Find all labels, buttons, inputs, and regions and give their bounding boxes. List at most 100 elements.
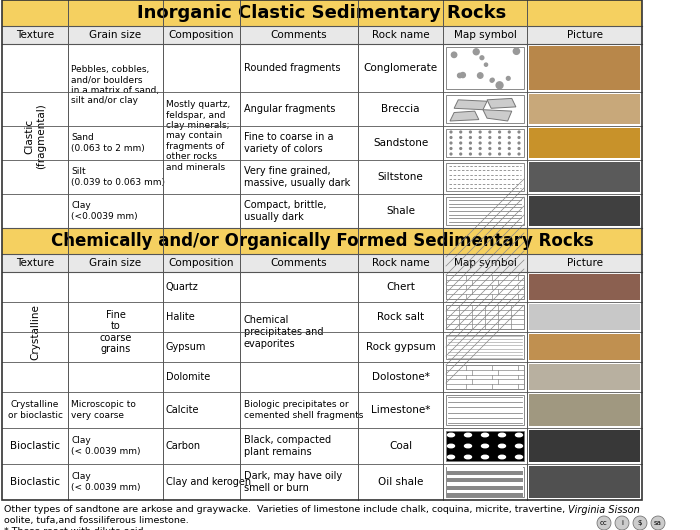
Bar xyxy=(443,392,527,428)
Bar xyxy=(443,272,527,302)
Circle shape xyxy=(491,78,494,82)
Circle shape xyxy=(470,131,471,133)
Text: Very fine grained,
massive, usually dark: Very fine grained, massive, usually dark xyxy=(244,166,350,188)
Text: Breccia: Breccia xyxy=(382,104,420,114)
Text: Pebbles, cobbles,
and/or boulders
in a matrix of sand,
silt and/or clay: Pebbles, cobbles, and/or boulders in a m… xyxy=(71,65,159,105)
Bar xyxy=(2,428,68,464)
Bar xyxy=(527,302,642,332)
Circle shape xyxy=(480,147,481,149)
Text: $: $ xyxy=(638,520,643,526)
Circle shape xyxy=(508,131,510,133)
Text: Other types of sandtone are arkose and graywacke.  Varieties of limestone includ: Other types of sandtone are arkose and g… xyxy=(4,505,565,514)
Circle shape xyxy=(470,153,471,155)
Circle shape xyxy=(480,142,481,144)
Circle shape xyxy=(460,142,461,144)
Bar xyxy=(68,44,163,92)
Bar xyxy=(163,272,240,302)
Circle shape xyxy=(508,153,510,155)
Bar xyxy=(163,92,240,126)
Text: Chemical
precipitates and
evaporites: Chemical precipitates and evaporites xyxy=(244,315,323,349)
Text: Coal: Coal xyxy=(389,441,412,451)
Circle shape xyxy=(489,137,491,138)
Bar xyxy=(68,194,163,228)
Bar xyxy=(447,486,523,490)
Text: Black, compacted
plant remains: Black, compacted plant remains xyxy=(244,435,331,457)
Bar xyxy=(446,275,524,299)
Text: Picture: Picture xyxy=(566,30,603,40)
Bar xyxy=(443,26,527,44)
Ellipse shape xyxy=(447,444,454,448)
Text: Rock name: Rock name xyxy=(372,30,429,40)
Bar xyxy=(2,0,642,26)
Bar xyxy=(447,482,523,486)
Ellipse shape xyxy=(482,455,489,459)
Bar xyxy=(240,332,358,362)
Bar xyxy=(527,194,642,228)
Text: Clay
(< 0.0039 mm): Clay (< 0.0039 mm) xyxy=(71,472,141,492)
Text: Bioclastic: Bioclastic xyxy=(10,441,60,451)
Bar xyxy=(358,160,443,194)
Bar xyxy=(163,254,240,272)
Text: sa: sa xyxy=(654,520,662,526)
Bar xyxy=(2,126,68,160)
Bar xyxy=(527,160,642,194)
Bar xyxy=(2,92,68,126)
Circle shape xyxy=(518,142,520,144)
Ellipse shape xyxy=(498,455,505,459)
Circle shape xyxy=(498,147,500,149)
Text: Halite: Halite xyxy=(166,312,195,322)
Text: Biologic precipitates or
cemented shell fragments: Biologic precipitates or cemented shell … xyxy=(244,400,363,420)
Text: cc: cc xyxy=(600,520,608,526)
Circle shape xyxy=(498,153,500,155)
Bar xyxy=(68,428,163,464)
Circle shape xyxy=(489,153,491,155)
Text: Crystalline
or bioclastic: Crystalline or bioclastic xyxy=(8,400,62,420)
Circle shape xyxy=(508,137,510,138)
Circle shape xyxy=(490,78,493,82)
Ellipse shape xyxy=(482,433,489,437)
Bar xyxy=(240,392,358,428)
Bar xyxy=(358,464,443,500)
Bar xyxy=(443,362,527,392)
Text: Rock salt: Rock salt xyxy=(377,312,424,322)
Bar xyxy=(240,44,358,92)
Bar xyxy=(163,362,240,392)
Circle shape xyxy=(450,142,452,144)
Bar xyxy=(443,194,527,228)
Text: Virginia Sisson: Virginia Sisson xyxy=(568,505,640,515)
Text: Composition: Composition xyxy=(169,30,234,40)
Circle shape xyxy=(513,48,519,55)
Text: Siltstone: Siltstone xyxy=(377,172,424,182)
Circle shape xyxy=(460,131,461,133)
Bar xyxy=(529,46,640,90)
Bar xyxy=(2,362,68,392)
Text: Clay
(< 0.0039 mm): Clay (< 0.0039 mm) xyxy=(71,436,141,456)
Text: Composition: Composition xyxy=(169,258,234,268)
Circle shape xyxy=(450,153,452,155)
Circle shape xyxy=(480,137,481,138)
Bar xyxy=(358,302,443,332)
Ellipse shape xyxy=(447,455,454,459)
Bar xyxy=(358,194,443,228)
Bar xyxy=(240,302,358,332)
Text: Texture: Texture xyxy=(16,258,54,268)
Bar xyxy=(163,302,240,332)
Text: Rock gypsum: Rock gypsum xyxy=(365,342,435,352)
Circle shape xyxy=(450,137,452,138)
Circle shape xyxy=(458,73,462,78)
Bar xyxy=(529,196,640,226)
Circle shape xyxy=(506,76,510,80)
Bar xyxy=(447,490,523,493)
Bar xyxy=(68,392,163,428)
Bar xyxy=(358,362,443,392)
Text: Carbon: Carbon xyxy=(166,441,201,451)
Bar xyxy=(68,362,163,392)
Bar xyxy=(68,464,163,500)
Bar xyxy=(527,92,642,126)
Bar xyxy=(527,272,642,302)
Bar xyxy=(358,332,443,362)
Text: Mostly quartz,
feldspar, and
clay minerals;
may contain
fragments of
other rocks: Mostly quartz, feldspar, and clay minera… xyxy=(166,100,230,172)
Circle shape xyxy=(508,147,510,149)
Text: Fine to coarse in a
variety of colors: Fine to coarse in a variety of colors xyxy=(244,132,333,154)
Text: Dark, may have oily
smell or burn: Dark, may have oily smell or burn xyxy=(244,471,342,493)
